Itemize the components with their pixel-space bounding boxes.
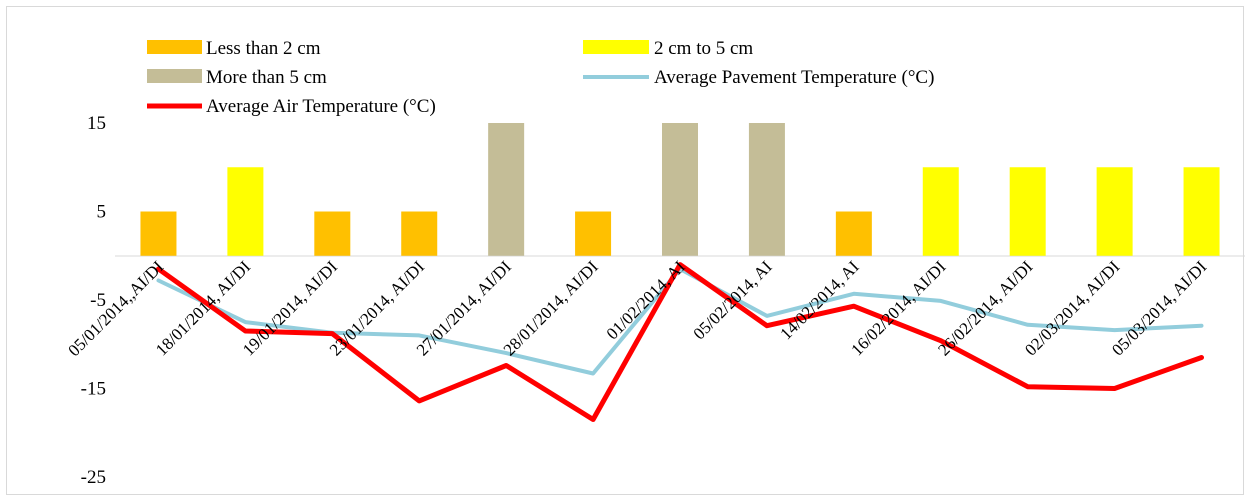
bar	[835, 211, 872, 256]
bar	[1183, 167, 1220, 256]
bar	[314, 211, 351, 256]
bar	[1096, 167, 1133, 256]
x-tick-label: 14/02/2014, AI	[776, 257, 862, 343]
legend: Less than 2 cm 2 cm to 5 cm More than 5 …	[147, 38, 934, 117]
legend-label-2cm-to-5cm: 2 cm to 5 cm	[654, 38, 753, 59]
bar	[140, 211, 177, 256]
bar	[1009, 167, 1046, 256]
y-tick-label: -15	[81, 379, 106, 400]
y-axis: 15 5 -5 -15 -25	[81, 113, 106, 488]
bar-series	[140, 123, 1220, 256]
x-tick-label: 05/03/2014, AI/DI	[1108, 257, 1210, 359]
x-tick-label: 19/01/2014, AI/DI	[239, 257, 341, 359]
y-tick-label: -25	[81, 467, 106, 488]
y-tick-label: 15	[87, 113, 106, 134]
legend-label-more-than-5cm: More than 5 cm	[206, 67, 327, 88]
legend-swatch-less-than-2cm	[147, 40, 202, 54]
x-tick-label: 02/03/2014, AI/DI	[1021, 257, 1123, 359]
x-tick-label: 23/01/2014, AI/DI	[326, 257, 428, 359]
y-tick-label: 5	[97, 202, 107, 223]
bar	[488, 123, 525, 256]
y-tick-label: -5	[90, 290, 106, 311]
bar	[748, 123, 785, 256]
bar	[922, 167, 959, 256]
legend-label-air-temp: Average Air Temperature (°C)	[206, 96, 436, 117]
x-tick-label: 05/02/2014, AI	[690, 257, 776, 343]
air-temperature-line	[156, 262, 1204, 422]
x-tick-label: 26/02/2014, AI/DI	[934, 257, 1036, 359]
legend-swatch-more-than-5cm	[147, 69, 202, 83]
legend-label-less-than-2cm: Less than 2 cm	[206, 38, 321, 59]
bar	[575, 211, 612, 256]
bar	[227, 167, 264, 256]
legend-swatch-2cm-to-5cm	[583, 40, 649, 54]
line-series	[156, 262, 1204, 422]
x-tick-label: 28/01/2014, AI/DI	[500, 257, 602, 359]
bar	[662, 123, 698, 256]
legend-label-pavement-temp: Average Pavement Temperature (°C)	[654, 67, 934, 88]
bar	[401, 211, 438, 256]
